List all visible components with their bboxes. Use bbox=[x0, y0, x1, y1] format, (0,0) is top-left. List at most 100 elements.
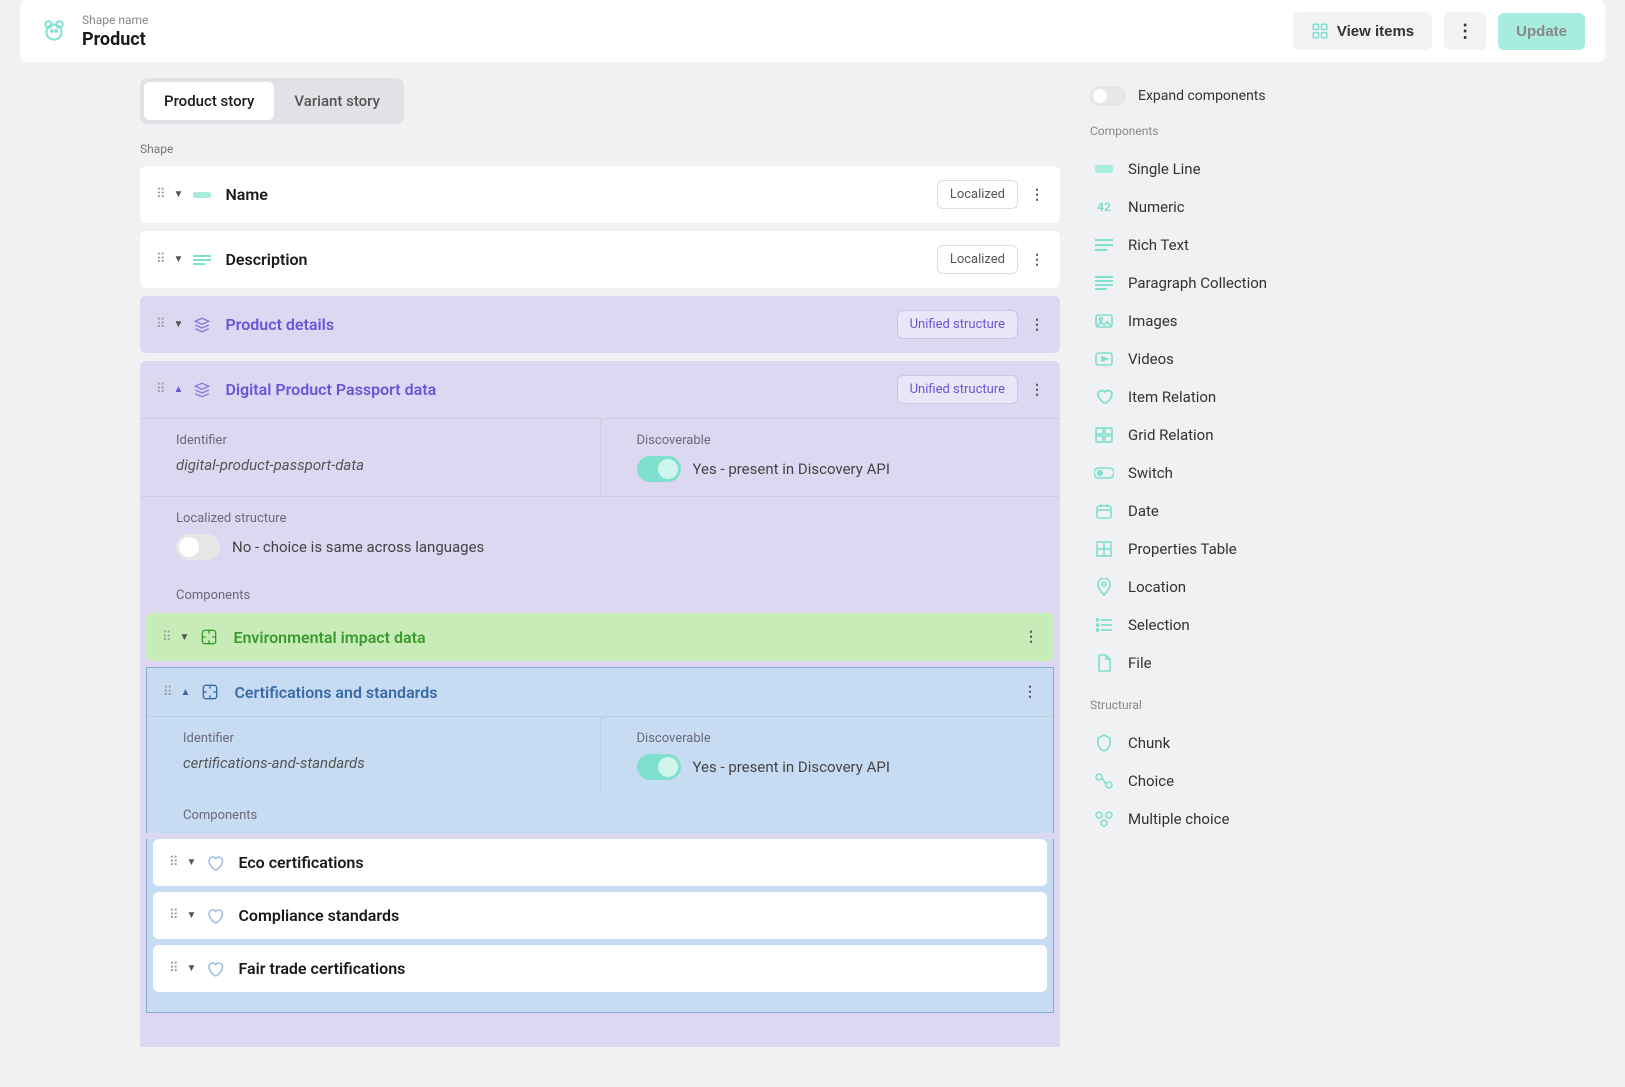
tab-variant-story[interactable]: Variant story bbox=[274, 82, 400, 120]
sidebar-item-location[interactable]: Location bbox=[1090, 568, 1350, 606]
row-more-button[interactable]: ⋮ bbox=[1024, 629, 1038, 645]
rich-text-icon bbox=[193, 253, 211, 267]
sidebar-item-selection[interactable]: Selection bbox=[1090, 606, 1350, 644]
sidebar-item-grid-relation[interactable]: Grid Relation bbox=[1090, 416, 1350, 454]
drag-handle-icon[interactable]: ⠿ bbox=[156, 317, 166, 332]
drag-handle-icon[interactable]: ⠿ bbox=[169, 855, 179, 870]
component-title: Name bbox=[225, 185, 936, 204]
heart-icon bbox=[1094, 387, 1114, 407]
rich-text-icon bbox=[1094, 235, 1114, 255]
caret-down-icon[interactable]: ▼ bbox=[174, 254, 184, 265]
drag-handle-icon[interactable]: ⠿ bbox=[156, 187, 166, 202]
calendar-icon bbox=[1094, 501, 1114, 521]
update-button[interactable]: Update bbox=[1498, 13, 1585, 50]
sidebar-item-numeric[interactable]: 42Numeric bbox=[1090, 188, 1350, 226]
component-row-fair-trade: ⠿ ▼ Fair trade certifications bbox=[153, 945, 1047, 992]
discoverable-label: Discoverable bbox=[637, 731, 1018, 746]
sidebar-item-paragraph-collection[interactable]: Paragraph Collection bbox=[1090, 264, 1350, 302]
single-line-icon bbox=[193, 188, 211, 202]
component-row-eco: ⠿ ▼ Eco certifications bbox=[153, 839, 1047, 886]
update-label: Update bbox=[1516, 23, 1567, 40]
row-more-button[interactable]: ⋮ bbox=[1030, 252, 1044, 268]
certs-expanded-panel: Identifier certifications-and-standards … bbox=[146, 716, 1054, 833]
unified-structure-badge: Unified structure bbox=[897, 375, 1018, 404]
component-title: Digital Product Passport data bbox=[225, 380, 896, 399]
component-row-product-details: ⠿ ▼ Product details Unified structure ⋮ bbox=[140, 296, 1060, 353]
component-title: Eco certifications bbox=[238, 853, 1031, 872]
drag-handle-icon[interactable]: ⠿ bbox=[169, 908, 179, 923]
heart-icon bbox=[206, 854, 224, 872]
drag-handle-icon[interactable]: ⠿ bbox=[156, 382, 166, 397]
layers-icon bbox=[193, 316, 211, 334]
sidebar-item-chunk[interactable]: Chunk bbox=[1090, 724, 1350, 762]
component-row-dpp: ⠿ ▲ Digital Product Passport data Unifie… bbox=[140, 361, 1060, 418]
drag-handle-icon[interactable]: ⠿ bbox=[162, 630, 172, 645]
sidebar-item-videos[interactable]: Videos bbox=[1090, 340, 1350, 378]
drag-handle-icon[interactable]: ⠿ bbox=[163, 685, 173, 700]
components-sidebar: Expand components Components Single Line… bbox=[1090, 78, 1350, 838]
sidebar-item-date[interactable]: Date bbox=[1090, 492, 1350, 530]
shape-section-label: Shape bbox=[140, 142, 1060, 156]
discoverable-label: Discoverable bbox=[637, 433, 1025, 448]
images-icon bbox=[1094, 311, 1114, 331]
component-title: Environmental impact data bbox=[233, 628, 1024, 647]
row-more-button[interactable]: ⋮ bbox=[1030, 382, 1044, 398]
localized-structure-label: Localized structure bbox=[176, 511, 1024, 526]
component-title: Description bbox=[225, 250, 936, 269]
component-title: Fair trade certifications bbox=[238, 959, 1031, 978]
file-icon bbox=[1094, 653, 1114, 673]
drag-handle-icon[interactable]: ⠿ bbox=[169, 961, 179, 976]
localized-badge: Localized bbox=[937, 245, 1018, 274]
tab-product-story[interactable]: Product story bbox=[144, 82, 274, 120]
component-row-name: ⠿ ▼ Name Localized ⋮ bbox=[140, 166, 1060, 223]
expand-components-toggle[interactable] bbox=[1090, 86, 1126, 106]
dpp-expanded-panel: Identifier digital-product-passport-data… bbox=[140, 418, 1060, 613]
sidebar-item-multiple-choice[interactable]: Multiple choice bbox=[1090, 800, 1350, 838]
product-shape-icon bbox=[40, 17, 68, 45]
expand-components-label: Expand components bbox=[1138, 88, 1266, 104]
sidebar-item-images[interactable]: Images bbox=[1090, 302, 1350, 340]
switch-icon bbox=[1094, 463, 1114, 483]
paragraph-collection-icon bbox=[1094, 273, 1114, 293]
sidebar-item-file[interactable]: File bbox=[1090, 644, 1350, 682]
discoverable-value: Yes - present in Discovery API bbox=[693, 460, 890, 478]
identifier-label: Identifier bbox=[176, 433, 564, 448]
localized-structure-toggle[interactable] bbox=[176, 534, 220, 560]
sidebar-item-label: Chunk bbox=[1128, 734, 1170, 752]
sidebar-item-label: Date bbox=[1128, 502, 1159, 520]
layers-icon bbox=[193, 381, 211, 399]
caret-down-icon[interactable]: ▼ bbox=[187, 910, 197, 921]
component-row-env-impact: ⠿ ▼ Environmental impact data ⋮ bbox=[146, 613, 1054, 661]
piece-icon bbox=[199, 627, 219, 647]
identifier-value: digital-product-passport-data bbox=[176, 456, 564, 474]
view-items-label: View items bbox=[1337, 23, 1414, 40]
videos-icon bbox=[1094, 349, 1114, 369]
sidebar-item-label: Item Relation bbox=[1128, 388, 1216, 406]
caret-down-icon[interactable]: ▼ bbox=[174, 319, 184, 330]
sidebar-item-label: Images bbox=[1128, 312, 1178, 330]
view-items-button[interactable]: View items bbox=[1293, 12, 1432, 50]
caret-down-icon[interactable]: ▼ bbox=[174, 189, 184, 200]
discoverable-toggle[interactable] bbox=[637, 456, 681, 482]
caret-up-icon[interactable]: ▲ bbox=[174, 384, 184, 395]
caret-up-icon[interactable]: ▲ bbox=[181, 687, 191, 698]
drag-handle-icon[interactable]: ⠿ bbox=[156, 252, 166, 267]
caret-down-icon[interactable]: ▼ bbox=[187, 963, 197, 974]
sidebar-item-rich-text[interactable]: Rich Text bbox=[1090, 226, 1350, 264]
row-more-button[interactable]: ⋮ bbox=[1030, 317, 1044, 333]
shape-name-label: Shape name bbox=[82, 13, 148, 27]
caret-down-icon[interactable]: ▼ bbox=[187, 857, 197, 868]
discoverable-toggle[interactable] bbox=[637, 754, 681, 780]
row-more-button[interactable]: ⋮ bbox=[1023, 684, 1037, 700]
dpp-components-label: Components bbox=[140, 574, 1060, 613]
sidebar-item-single-line[interactable]: Single Line bbox=[1090, 150, 1350, 188]
sidebar-item-item-relation[interactable]: Item Relation bbox=[1090, 378, 1350, 416]
sidebar-item-label: Location bbox=[1128, 578, 1186, 596]
header-more-button[interactable]: ⋮ bbox=[1444, 12, 1486, 50]
component-title: Product details bbox=[225, 315, 896, 334]
row-more-button[interactable]: ⋮ bbox=[1030, 187, 1044, 203]
sidebar-item-properties-table[interactable]: Properties Table bbox=[1090, 530, 1350, 568]
sidebar-item-choice[interactable]: Choice bbox=[1090, 762, 1350, 800]
sidebar-item-switch[interactable]: Switch bbox=[1090, 454, 1350, 492]
caret-down-icon[interactable]: ▼ bbox=[180, 632, 190, 643]
